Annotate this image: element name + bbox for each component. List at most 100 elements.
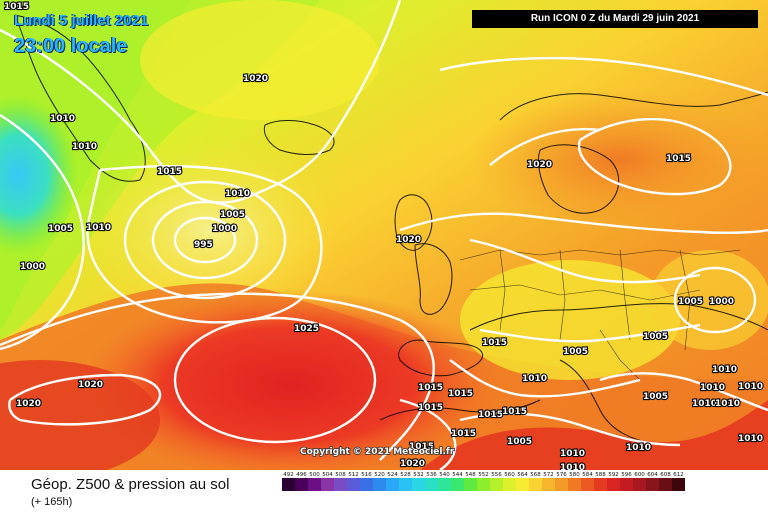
legend-value: 536 <box>426 472 437 478</box>
legend-swatch <box>464 478 477 491</box>
legend-value: 556 <box>491 472 502 478</box>
legend-swatch <box>386 478 399 491</box>
legend-value: 496 <box>296 472 307 478</box>
isobar-label: 1000 <box>709 297 734 307</box>
isobar-label: 1005 <box>643 332 668 342</box>
legend-swatch <box>451 478 464 491</box>
legend-swatch <box>555 478 568 491</box>
legend-swatch <box>529 478 542 491</box>
legend-swatch <box>607 478 620 491</box>
red-mediterranean <box>420 400 768 470</box>
legend-value: 588 <box>595 472 606 478</box>
isobar-label: 1010 <box>692 399 717 409</box>
legend-value: 544 <box>452 472 463 478</box>
isobar-label: 1020 <box>527 160 552 170</box>
legend-value: 604 <box>647 472 658 478</box>
legend-value: 592 <box>608 472 619 478</box>
legend-value: 552 <box>478 472 489 478</box>
isobar-label: 1015 <box>157 167 182 177</box>
isobar-label: 1000 <box>212 224 237 234</box>
forecast-date: Lundi 5 juillet 2021 <box>14 12 149 29</box>
legend-swatch <box>672 478 685 491</box>
legend-swatch <box>308 478 321 491</box>
lead-time: (+ 165h) <box>31 496 73 508</box>
legend-value: 516 <box>361 472 372 478</box>
isobar-label: 1015 <box>448 389 473 399</box>
legend-swatch <box>620 478 633 491</box>
isobar-label: 1010 <box>712 365 737 375</box>
isobar-label: 1020 <box>16 399 41 409</box>
isobar-label: 1015 <box>418 383 443 393</box>
isobar-label: 1010 <box>738 434 763 444</box>
legend-value: 520 <box>374 472 385 478</box>
lime-zone <box>0 0 320 340</box>
isobar-label: 1015 <box>482 338 507 348</box>
isobar-label: 1010 <box>626 443 651 453</box>
legend-value: 564 <box>517 472 528 478</box>
isobar-label: 1010 <box>700 383 725 393</box>
copyright: Copyright © 2021 Meteociel.fr <box>300 447 455 457</box>
isobars <box>0 0 768 470</box>
legend-value: 540 <box>439 472 450 478</box>
isobar-label: 1015 <box>418 403 443 413</box>
isobar-label: 1010 <box>560 449 585 459</box>
legend-swatch <box>295 478 308 491</box>
legend-labels: 492 496 500 504 508 512 516 520 524 528 532 536 540 5… <box>282 472 750 478</box>
legend-swatch <box>477 478 490 491</box>
legend-swatch <box>425 478 438 491</box>
isobar-label: 1020 <box>78 380 103 390</box>
isobar-label: 1010 <box>225 189 250 199</box>
legend-value: 580 <box>569 472 580 478</box>
legend-swatch <box>490 478 503 491</box>
isobar-label: 1025 <box>294 324 319 334</box>
legend-value: 512 <box>348 472 359 478</box>
run-info: Run ICON 0 Z du Mardi 29 juin 2021 <box>472 10 758 28</box>
legend-value: 528 <box>400 472 411 478</box>
cyan-low <box>0 95 78 255</box>
legend-value: 568 <box>530 472 541 478</box>
legend-swatch <box>347 478 360 491</box>
yellow-central-europe <box>460 260 680 380</box>
legend-swatch <box>503 478 516 491</box>
isobar-label: 1015 <box>478 410 503 420</box>
legend-swatch <box>360 478 373 491</box>
isobar-label: 1005 <box>220 210 245 220</box>
legend-swatch <box>633 478 646 491</box>
legend-value: 560 <box>504 472 515 478</box>
legend-swatch <box>568 478 581 491</box>
legend-swatch <box>438 478 451 491</box>
legend-value: 576 <box>556 472 567 478</box>
legend-swatch <box>542 478 555 491</box>
isobar-label: 1020 <box>400 459 425 469</box>
legend-swatch <box>321 478 334 491</box>
legend-swatch <box>594 478 607 491</box>
isobar-label: 1005 <box>48 224 73 234</box>
legend-swatch <box>516 478 529 491</box>
isobar-label: 1010 <box>522 374 547 384</box>
legend-swatch <box>334 478 347 491</box>
product-label: Géop. Z500 & pression au sol <box>31 476 230 493</box>
isobar-label: 1010 <box>560 463 585 470</box>
red-high-west <box>0 360 160 470</box>
isobar-label: 1015 <box>409 442 434 452</box>
legend-value: 524 <box>387 472 398 478</box>
isobar-label: 1000 <box>20 262 45 272</box>
isobar-label: 1010 <box>738 382 763 392</box>
isobar-label: 1005 <box>507 437 532 447</box>
legend-swatch <box>412 478 425 491</box>
orange-scandinavia <box>470 90 768 230</box>
isobar-label: 1010 <box>715 399 740 409</box>
legend-swatch <box>399 478 412 491</box>
legend-value: 608 <box>660 472 671 478</box>
isobar-label: 1010 <box>86 223 111 233</box>
legend-value: 612 <box>673 472 684 478</box>
legend-bar <box>282 478 750 491</box>
isobar-label: 1020 <box>396 235 421 245</box>
legend-value: 572 <box>543 472 554 478</box>
yellow-north <box>140 0 380 120</box>
footer: Géop. Z500 & pression au sol (+ 165h) 49… <box>0 470 768 512</box>
legend-value: 500 <box>309 472 320 478</box>
legend-value: 532 <box>413 472 424 478</box>
